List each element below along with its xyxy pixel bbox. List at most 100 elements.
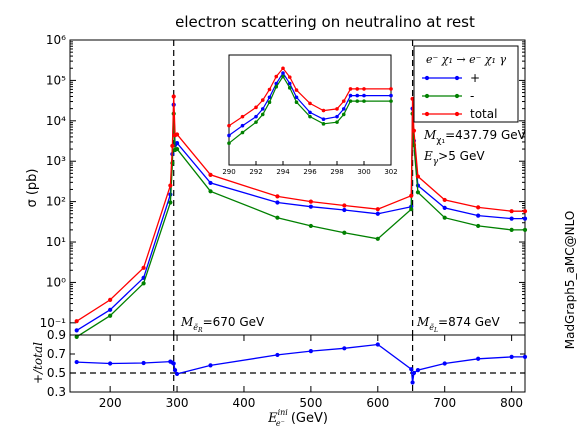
data-point-minus [308, 223, 313, 229]
legend-swatch-marker [424, 93, 430, 99]
mass-subscript: χ₁ [436, 136, 445, 146]
data-point-total [442, 197, 447, 203]
selectron-r-mass-annotation: MẽR=670 GeV [180, 315, 265, 334]
inset-data-point-plus [281, 71, 285, 75]
data-point-total [168, 183, 173, 188]
legend-label: total [470, 107, 497, 121]
data-point-minus [522, 227, 528, 232]
line-r-value: =670 GeV [203, 315, 265, 329]
ratio-plot-panel: 200 300 400 500 600 700 800 0.3 0.5 0.7 0.9 +/tota… [31, 328, 528, 428]
line-l-subscript: ẽ [429, 323, 434, 332]
inset-data-point-minus [341, 112, 346, 117]
data-point-total [74, 319, 79, 324]
data-point-plus [342, 207, 347, 213]
mass-symbol: M [423, 128, 437, 142]
ratio-data-point [409, 367, 414, 372]
inset-data-point-minus [227, 141, 231, 146]
ratio-data-point [415, 368, 421, 373]
data-point-plus [74, 328, 79, 333]
ratio-data-point [509, 354, 514, 359]
svg-text:MẽR=670 GeV: MẽR=670 GeV [180, 315, 265, 334]
x-axis-symbol: E [267, 411, 278, 426]
data-point-minus [174, 146, 180, 152]
inset-data-point-minus [274, 84, 279, 89]
y-tick-label: 10³ [46, 154, 66, 168]
legend-frame [413, 45, 519, 123]
ratio-y-tick-label: 0.3 [47, 385, 66, 399]
data-point-plus [308, 204, 313, 209]
inset-data-point-total [294, 88, 299, 92]
data-point-minus [442, 215, 447, 220]
ratio-y-tick-label: 0.7 [47, 347, 66, 361]
data-point-minus [108, 313, 113, 318]
inset-data-point-total [389, 87, 393, 91]
data-point-minus [275, 215, 280, 220]
data-point-minus [74, 334, 79, 339]
inset-data-point-total [287, 75, 292, 79]
data-point-minus [509, 227, 514, 232]
inset-x-tick-label: 294 [276, 168, 290, 176]
inset-x-tick-label: 290 [222, 168, 235, 176]
data-point-total [275, 194, 280, 199]
inset-data-point-plus [260, 107, 265, 111]
legend-swatch-marker [454, 111, 460, 117]
data-point-plus [375, 211, 380, 216]
line-l-value: =874 GeV [438, 315, 500, 329]
inset-data-point-minus [321, 122, 326, 126]
y-tick-label: 10⁻¹ [40, 316, 67, 330]
neutralino-mass-annotation: Mχ₁=437.79 GeV [423, 128, 527, 146]
ratio-y-tick-label: 0.5 [47, 366, 66, 380]
inset-data-point-minus [335, 120, 339, 124]
inset-x-tick-label: 302 [384, 168, 397, 176]
legend-swatch-marker [454, 75, 460, 81]
data-point-total [375, 207, 380, 212]
inset-data-point-total [341, 99, 346, 103]
inset-data-point-total [321, 108, 326, 113]
inset-data-point-minus [240, 130, 245, 135]
inset-data-point-plus [294, 95, 299, 100]
ratio-data-point [442, 361, 447, 366]
x-axis-unit: (GeV) [291, 411, 328, 426]
ecut-subscript: γ [433, 157, 439, 167]
x-axis-label: Eini e⁻ (GeV) [267, 408, 328, 428]
main-series-group [74, 94, 528, 339]
inset-data-point-minus [308, 114, 312, 119]
ecut-value: >5 GeV [438, 149, 485, 163]
inset-data-point-total [254, 105, 258, 110]
x-axis-subscript: e⁻ [276, 419, 285, 428]
ratio-data-point [172, 368, 178, 373]
inset-x-tick-label: 300 [357, 168, 370, 176]
svg-text:MẽL=874 GeV: MẽL=874 GeV [416, 315, 500, 334]
ratio-data-point [308, 349, 313, 354]
inset-data-point-plus [267, 95, 272, 100]
data-point-total [208, 172, 213, 177]
line-l-symbol: M [416, 315, 430, 329]
x-tick-label: 400 [233, 396, 256, 410]
main-plot-panel: 10⁻¹ 10⁰ 10¹ 10² 10³ 10⁴ 10⁵ 10⁶ σ (pb) Mχ₁=437… [25, 33, 528, 339]
ratio-y-axis-label: +/total [31, 342, 45, 384]
x-tick-label: 700 [433, 396, 456, 410]
inset-data-point-minus [260, 112, 265, 117]
y-axis-label: σ (pb) [25, 168, 40, 207]
data-point-plus [108, 307, 113, 312]
ratio-data-point [171, 361, 176, 366]
inset-data-point-total [281, 66, 285, 71]
inset-data-point-plus [348, 93, 353, 98]
inset-data-point-minus [254, 120, 258, 124]
data-point-total [409, 193, 414, 198]
inset-zoom-panel: 290 292 294 296 298 300 302 [222, 54, 398, 176]
data-point-total [170, 143, 175, 148]
data-point-minus [409, 207, 414, 212]
y-tick-label: 10⁰ [46, 275, 66, 289]
inset-x-tick-label: 298 [330, 168, 343, 176]
data-point-plus [476, 213, 481, 218]
ratio-axes: 200 300 400 500 600 700 800 0.3 0.5 0.7 0.9 [47, 328, 525, 410]
inset-data-point-plus [240, 123, 245, 128]
inset-data-point-plus [335, 114, 339, 119]
ratio-data-point [275, 352, 280, 358]
x-tick-label: 200 [99, 396, 122, 410]
y-tick-label: 10⁵ [46, 73, 66, 87]
ratio-series-group [74, 342, 528, 385]
ratio-data-point [411, 370, 417, 376]
data-point-minus [208, 189, 213, 194]
